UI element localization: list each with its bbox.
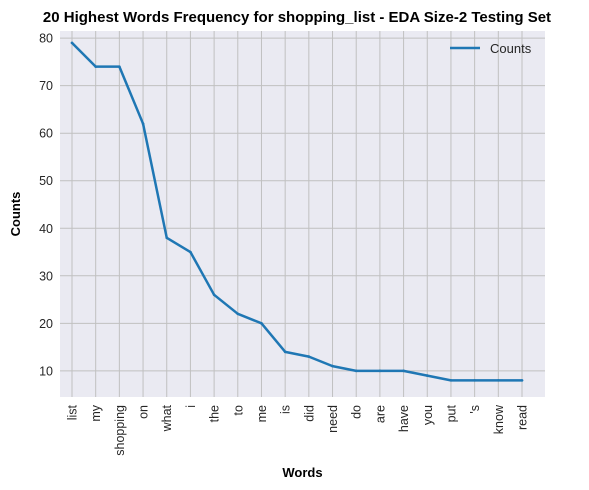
y-tick-label: 60 (39, 127, 53, 141)
x-axis-ticks: list my shopping on what i the to me is did need do a… (66, 404, 530, 456)
y-tick-label: 70 (39, 79, 53, 93)
data-point (402, 369, 405, 373)
x-tick-label: do (350, 405, 364, 419)
data-point (118, 65, 121, 68)
y-tick-label: 40 (39, 222, 53, 236)
x-tick-label: my (89, 404, 103, 421)
x-tick-label: to (231, 405, 245, 415)
legend-label: Counts (490, 41, 532, 56)
data-point (189, 250, 192, 254)
data-point (94, 65, 97, 68)
x-tick-label: you (421, 405, 435, 425)
x-axis-label: Words (282, 465, 322, 480)
data-point (260, 322, 263, 325)
x-tick-label: need (326, 405, 340, 433)
x-tick-label: read (516, 405, 530, 430)
x-tick-label: know (492, 404, 506, 434)
data-point (520, 379, 524, 382)
series-layer (70, 41, 524, 382)
x-tick-label: is (279, 405, 293, 414)
y-tick-label: 30 (39, 269, 53, 283)
y-tick-label: 80 (39, 32, 53, 46)
data-point (378, 369, 382, 373)
x-tick-label: on (137, 405, 151, 419)
data-point (307, 355, 311, 358)
x-tick-label: the (208, 405, 222, 422)
y-tick-label: 50 (39, 174, 53, 188)
legend: Counts (450, 41, 532, 56)
y-axis-label: Counts (8, 192, 23, 237)
data-point (283, 350, 287, 354)
x-tick-label: did (302, 405, 316, 422)
x-tick-label: 's (468, 405, 482, 414)
chart-title: 20 Highest Words Frequency for shopping_… (43, 9, 551, 26)
x-tick-label: what (160, 404, 174, 432)
data-point (425, 374, 429, 377)
plot-area (60, 31, 545, 397)
y-tick-label: 10 (39, 364, 53, 378)
x-tick-label: i (184, 405, 198, 408)
series-line (70, 41, 524, 382)
data-point (141, 122, 145, 125)
x-tick-label: put (444, 404, 458, 422)
x-tick-label: list (66, 404, 80, 420)
x-tick-label: have (397, 405, 411, 432)
data-point (212, 293, 216, 297)
data-point (473, 379, 476, 382)
data-point (497, 379, 500, 382)
data-point (331, 364, 334, 368)
grid (60, 31, 545, 397)
data-point (165, 236, 169, 240)
data-point (70, 41, 74, 45)
y-axis-ticks: 10 20 30 40 50 60 70 80 (39, 32, 53, 379)
x-tick-label: me (255, 405, 269, 422)
data-point (236, 312, 240, 316)
x-tick-label: are (373, 405, 387, 423)
y-tick-label: 20 (39, 317, 53, 331)
data-point (449, 379, 453, 382)
data-point (354, 369, 358, 373)
x-tick-label: shopping (113, 405, 127, 456)
